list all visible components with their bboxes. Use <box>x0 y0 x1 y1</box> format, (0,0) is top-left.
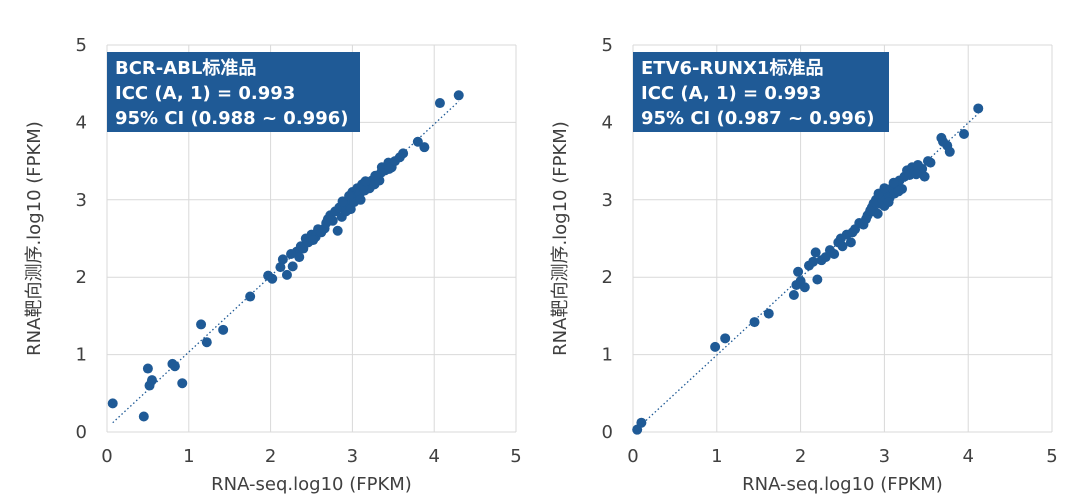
x-axis-label: RNA-seq.log10 (FPKM) <box>211 474 412 495</box>
y-tick-label: 3 <box>602 190 613 211</box>
x-axis-label: RNA-seq.log10 (FPKM) <box>742 474 943 495</box>
annotation-line: ICC (A, 1) = 0.993 <box>115 83 295 104</box>
data-point <box>919 171 930 182</box>
data-point <box>959 129 970 140</box>
annotation-line: 95% CI (0.987 ~ 0.996) <box>641 108 874 129</box>
data-point <box>169 361 180 372</box>
data-point <box>398 148 409 159</box>
data-point <box>287 261 298 272</box>
data-point <box>847 227 858 238</box>
data-point <box>720 333 731 344</box>
data-point <box>245 291 256 302</box>
y-axis-label: RNA靶向测序.log10 (FPKM) <box>24 121 45 356</box>
data-point <box>267 273 278 284</box>
y-axis-label: RNA靶向测序.log10 (FPKM) <box>550 121 571 356</box>
data-point <box>636 417 647 428</box>
chart-panel-1: 0 1 2 3 4 5 0 1 2 3 4 5 RNA-seq.log10 (FPKM) RNA靶向测序.… <box>24 35 522 495</box>
data-point <box>146 375 157 386</box>
x-tick-label: 1 <box>711 446 722 467</box>
data-point <box>138 411 149 422</box>
x-tick-label: 1 <box>183 446 194 467</box>
x-tick-label: 0 <box>627 446 638 467</box>
x-tick-label: 5 <box>1046 446 1057 467</box>
x-tick-label: 5 <box>510 446 521 467</box>
x-tick-label: 3 <box>879 446 890 467</box>
x-tick-label: 4 <box>962 446 973 467</box>
data-point <box>218 324 229 335</box>
data-point <box>888 177 899 188</box>
data-point <box>911 169 922 180</box>
data-point <box>973 103 984 114</box>
data-point <box>275 262 286 273</box>
data-point <box>793 266 804 277</box>
annotation-line: ETV6-RUNX1标准品 <box>641 57 823 79</box>
data-point <box>944 146 955 157</box>
annotation-line: ICC (A, 1) = 0.993 <box>641 83 821 104</box>
data-point <box>837 241 848 252</box>
trendline <box>636 113 979 430</box>
data-point <box>860 214 871 225</box>
y-tick-label: 5 <box>76 35 87 56</box>
data-point <box>344 190 355 201</box>
data-point <box>201 337 212 348</box>
y-tick-label: 4 <box>602 112 613 133</box>
data-point <box>883 197 894 208</box>
data-point <box>286 248 297 259</box>
x-tick-label: 0 <box>101 446 112 467</box>
data-point <box>321 218 332 229</box>
annotation-box <box>633 52 889 132</box>
data-point <box>872 208 883 219</box>
data-point <box>799 282 810 293</box>
data-point <box>812 274 823 285</box>
x-tick-label: 2 <box>265 446 276 467</box>
data-point <box>332 225 343 236</box>
y-tick-label: 2 <box>76 267 87 288</box>
annotation-line: BCR-ABL标准品 <box>115 57 256 79</box>
data-point <box>142 363 153 374</box>
data-point <box>938 136 949 147</box>
chart-panel-2: 0 1 2 3 4 5 0 1 2 3 4 5 RNA-seq.log10 (FPKM) RNA靶向测序.… <box>550 35 1058 495</box>
data-point <box>808 256 819 267</box>
data-point <box>893 186 904 197</box>
data-point <box>845 237 856 248</box>
data-point <box>419 142 430 153</box>
y-tick-label: 1 <box>76 345 87 366</box>
data-point <box>294 252 305 263</box>
data-point <box>360 176 371 187</box>
data-point <box>355 194 366 205</box>
data-point <box>810 247 821 258</box>
data-point <box>277 254 288 265</box>
data-point <box>865 205 876 216</box>
data-point <box>370 170 381 181</box>
data-point <box>710 341 721 352</box>
data-point <box>177 378 188 389</box>
data-point <box>925 157 936 168</box>
annotation-box <box>107 52 360 132</box>
data-point <box>434 98 445 109</box>
data-point <box>196 319 207 330</box>
data-point <box>835 233 846 244</box>
y-tick-label: 0 <box>76 422 87 443</box>
annotation-line: 95% CI (0.988 ~ 0.996) <box>115 108 348 129</box>
y-tick-label: 5 <box>602 35 613 56</box>
data-point <box>384 163 395 174</box>
data-point <box>749 317 760 328</box>
y-tick-label: 3 <box>76 190 87 211</box>
y-tick-label: 0 <box>602 422 613 443</box>
x-tick-label: 3 <box>347 446 358 467</box>
y-tick-label: 2 <box>602 267 613 288</box>
data-point <box>281 269 292 280</box>
data-point <box>308 235 319 246</box>
data-point <box>763 308 774 319</box>
data-point <box>879 183 890 194</box>
data-point <box>788 290 799 301</box>
data-point <box>829 248 840 259</box>
data-point <box>453 90 464 101</box>
x-tick-label: 2 <box>795 446 806 467</box>
data-point <box>107 398 118 409</box>
y-tick-label: 4 <box>76 112 87 133</box>
x-tick-label: 4 <box>428 446 439 467</box>
y-tick-label: 1 <box>602 345 613 366</box>
